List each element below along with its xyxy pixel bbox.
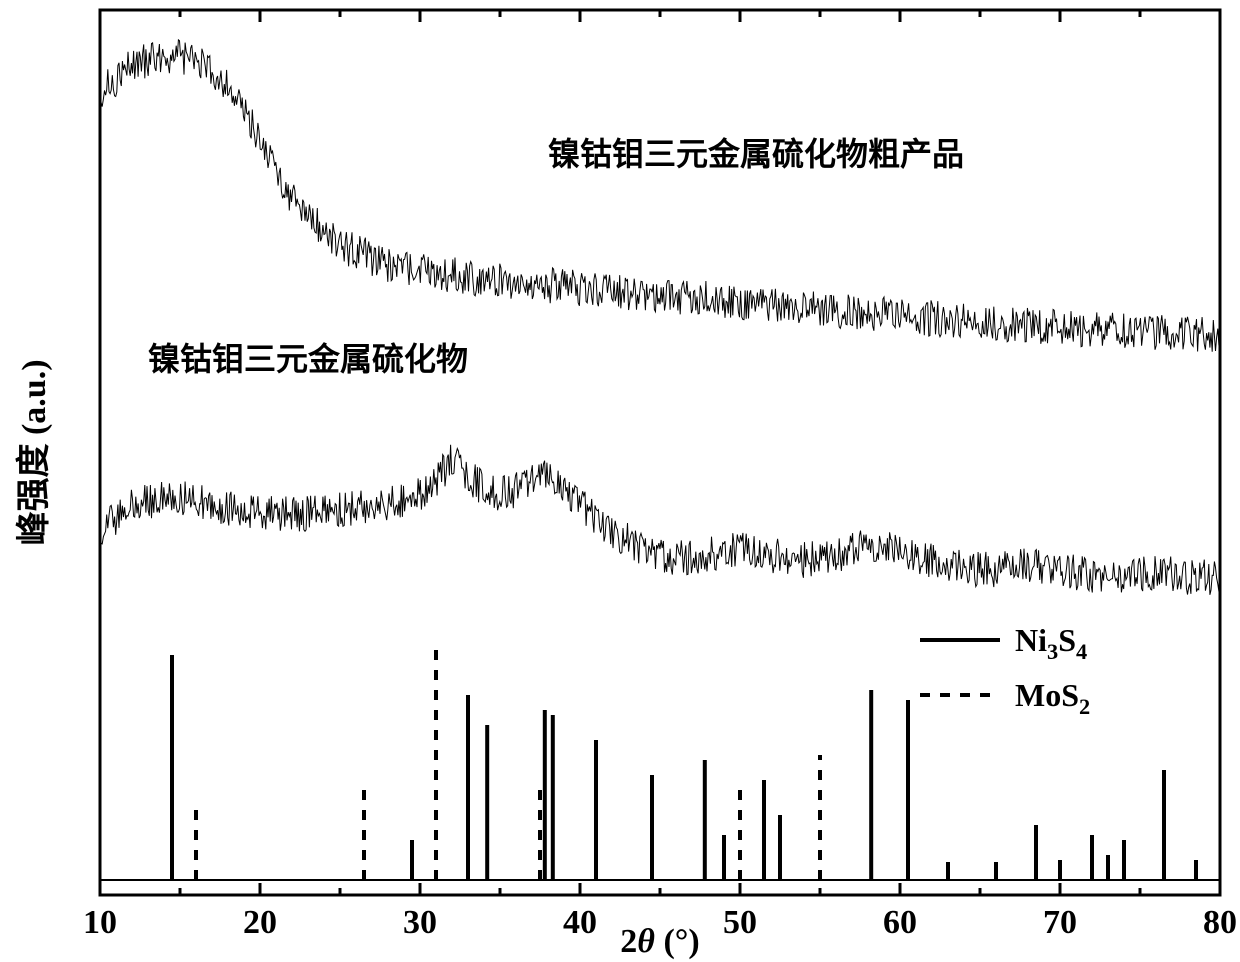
- svg-text:镍钴钼三元金属硫化物粗产品: 镍钴钼三元金属硫化物粗产品: [548, 136, 964, 172]
- svg-text:50: 50: [723, 904, 757, 941]
- svg-text:60: 60: [883, 904, 917, 941]
- svg-text:10: 10: [83, 904, 117, 941]
- svg-text:MoS2: MoS2: [1015, 677, 1090, 719]
- chart-svg: 10 20 30 40 50 60 70 80 2θ (°) 峰强度 (a.u.) 镍钴钼三元金属硫…: [0, 0, 1240, 962]
- svg-text:40: 40: [563, 904, 597, 941]
- svg-text:70: 70: [1043, 904, 1077, 941]
- svg-text:80: 80: [1203, 904, 1237, 941]
- svg-text:30: 30: [403, 904, 437, 941]
- xrd-chart: 10 20 30 40 50 60 70 80 2θ (°) 峰强度 (a.u.) 镍钴钼三元金属硫…: [0, 0, 1240, 962]
- svg-text:峰强度 (a.u.): 峰强度 (a.u.): [15, 359, 53, 545]
- svg-text:20: 20: [243, 904, 277, 941]
- svg-text:Ni3S4: Ni3S4: [1015, 622, 1087, 664]
- svg-text:2θ (°): 2θ (°): [620, 923, 699, 960]
- svg-text:镍钴钼三元金属硫化物: 镍钴钼三元金属硫化物: [148, 341, 468, 377]
